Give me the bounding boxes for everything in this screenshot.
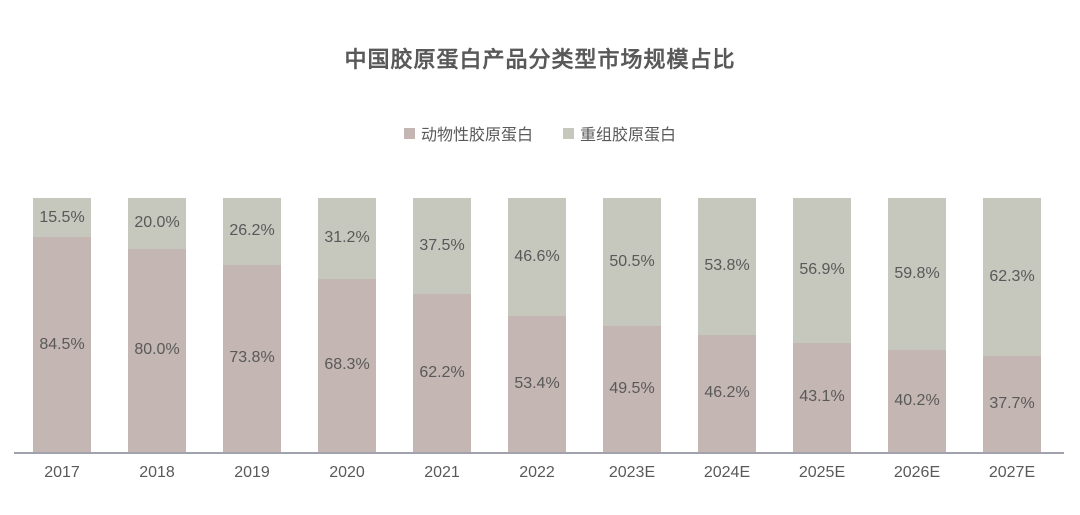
bar-segment-animal: 49.5%	[603, 326, 661, 452]
bar-segment-recombinant: 20.0%	[128, 198, 186, 249]
bar-2020: 31.2% 68.3% 2020	[318, 198, 376, 481]
x-axis-label: 2021	[424, 464, 460, 481]
bar-segment-animal: 73.8%	[223, 264, 281, 452]
segment-label: 50.5%	[609, 253, 655, 271]
bar-2021: 37.5% 62.2% 2021	[413, 198, 471, 481]
bar-segment-animal: 68.3%	[318, 278, 376, 452]
segment-label: 84.5%	[39, 335, 85, 353]
bar-2022: 46.6% 53.4% 2022	[508, 198, 566, 481]
bar-2017: 15.5% 84.5% 2017	[33, 198, 91, 481]
segment-label: 68.3%	[324, 356, 370, 374]
legend-item-1: 重组胶原蛋白	[563, 121, 676, 145]
segment-label: 26.2%	[229, 222, 275, 240]
legend: 动物性胶原蛋白 重组胶原蛋白	[0, 121, 1080, 145]
bar-segment-recombinant: 26.2%	[223, 198, 281, 265]
x-axis-label: 2022	[519, 464, 555, 481]
segment-label: 49.5%	[609, 380, 655, 398]
bar-segment-animal: 80.0%	[128, 248, 186, 452]
segment-label: 31.2%	[324, 229, 370, 247]
bar-segment-recombinant: 53.8%	[698, 198, 756, 335]
bar-2024E: 53.8% 46.2% 2024E	[698, 198, 756, 481]
bar-segment-animal: 46.2%	[698, 334, 756, 452]
bar-segment-recombinant: 31.2%	[318, 198, 376, 279]
legend-swatch-icon	[403, 127, 415, 139]
segment-label: 80.0%	[134, 341, 180, 359]
segment-label: 62.2%	[419, 363, 465, 381]
bar-segment-animal: 53.4%	[508, 316, 566, 452]
bar-segment-recombinant: 37.5%	[413, 198, 471, 294]
bar-segment-recombinant: 46.6%	[508, 198, 566, 317]
bar-segment-animal: 40.2%	[888, 349, 946, 452]
bar-segment-animal: 37.7%	[983, 356, 1041, 452]
segment-label: 15.5%	[39, 208, 85, 226]
x-axis-label: 2023E	[608, 464, 656, 481]
segment-label: 37.5%	[419, 237, 465, 254]
legend-label: 动物性胶原蛋白	[420, 127, 533, 144]
bar-segment-recombinant: 62.3%	[983, 198, 1041, 357]
segment-label: 56.9%	[799, 261, 845, 279]
legend-item-0: 动物性胶原蛋白	[403, 121, 533, 145]
segment-label: 53.8%	[704, 257, 750, 275]
x-axis-line	[14, 452, 1064, 454]
bars: 15.5% 84.5% 2017 20.0% 80.0% 2018 26.2% 73.8% 20…	[33, 198, 1041, 481]
bar-2018: 20.0% 80.0% 2018	[128, 198, 186, 481]
x-axis-label: 2024E	[703, 464, 751, 481]
x-axis-label: 2026E	[893, 464, 941, 481]
legend-label: 重组胶原蛋白	[580, 127, 677, 144]
x-axis-label: 2020	[329, 464, 365, 481]
segment-label: 43.1%	[799, 388, 845, 406]
segment-label: 59.8%	[894, 264, 940, 282]
bar-segment-animal: 43.1%	[793, 342, 851, 452]
segment-label: 46.2%	[704, 384, 750, 402]
bar-segment-animal: 62.2%	[413, 294, 471, 452]
bar-segment-recombinant: 50.5%	[603, 198, 661, 327]
bar-2025E: 56.9% 43.1% 2025E	[793, 198, 851, 481]
segment-label: 20.0%	[134, 214, 180, 232]
segment-label: 46.6%	[514, 248, 560, 266]
legend-swatch-icon	[563, 127, 574, 139]
bar-2026E: 59.8% 40.2% 2026E	[888, 198, 946, 481]
x-axis-label: 2019	[234, 464, 270, 481]
bar-segment-recombinant: 56.9%	[793, 198, 851, 343]
x-axis-label: 2017	[44, 464, 80, 481]
segment-label: 40.2%	[894, 391, 940, 409]
segment-label: 62.3%	[989, 268, 1035, 286]
bar-segment-recombinant: 15.5%	[33, 198, 91, 238]
bar-2019: 26.2% 73.8% 2019	[223, 198, 281, 481]
x-axis-label: 2025E	[798, 464, 846, 481]
bar-segment-animal: 84.5%	[33, 237, 91, 452]
bar-segment-recombinant: 59.8%	[888, 198, 946, 350]
chart-title: 中国胶原蛋白产品分类型市场规模占比	[344, 47, 736, 72]
segment-label: 73.8%	[229, 349, 275, 367]
segment-label: 37.7%	[989, 395, 1035, 413]
x-axis-label: 2027E	[988, 464, 1036, 481]
bar-2023E: 50.5% 49.5% 2023E	[603, 198, 661, 481]
bar-2027E: 62.3% 37.7% 2027E	[983, 198, 1041, 481]
segment-label: 53.4%	[514, 375, 560, 393]
x-axis-label: 2018	[139, 464, 175, 481]
